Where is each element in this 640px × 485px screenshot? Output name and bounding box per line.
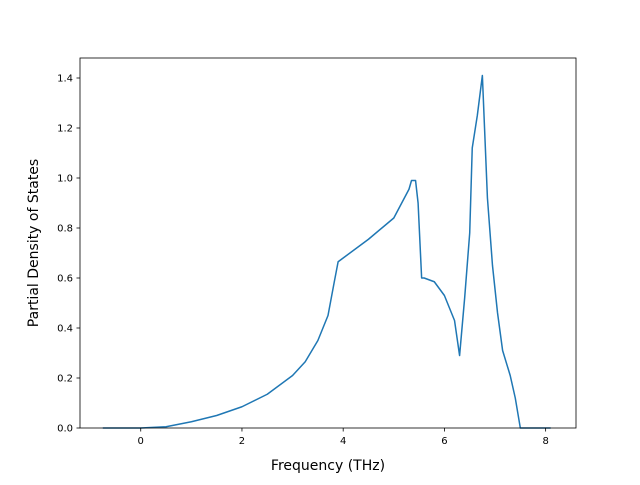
y-tick-label: 1.4 [57, 74, 73, 85]
y-axis: 0.0 0.2 0.4 0.6 0.8 1.0 1.2 1.4 [57, 74, 80, 435]
y-tick-label: 1.0 [57, 174, 73, 185]
y-tick-label: 1.2 [57, 124, 73, 135]
y-tick-label: 0.8 [57, 224, 73, 235]
y-tick-label: 0.4 [57, 324, 73, 335]
y-axis-label: Partial Density of States [26, 159, 42, 327]
y-tick-label: 0.0 [57, 424, 73, 435]
x-tick-label: 4 [340, 436, 346, 447]
x-axis: 0 2 4 6 8 [138, 428, 549, 447]
series-layer [102, 74, 551, 429]
x-tick-label: 0 [138, 436, 144, 447]
series-line-0 [102, 74, 551, 429]
x-tick-label: 2 [239, 436, 245, 447]
x-tick-label: 6 [441, 436, 447, 447]
y-tick-label: 0.6 [57, 274, 73, 285]
x-axis-label: Frequency (THz) [271, 458, 385, 474]
x-tick-label: 8 [542, 436, 548, 447]
plot-area [80, 58, 576, 428]
plot-frame [79, 57, 577, 429]
y-tick-label: 0.2 [57, 374, 73, 385]
